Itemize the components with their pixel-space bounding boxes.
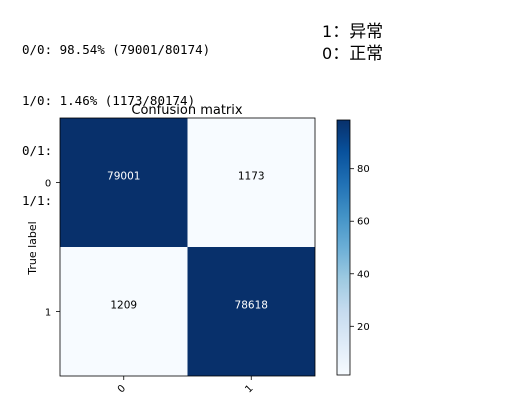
legend-row-normal: 0：正常 (322, 43, 383, 65)
plot-frame (59, 117, 316, 377)
y-axis-ticks: 01 (45, 179, 60, 319)
heatmap-cell (60, 118, 188, 247)
x-tick-label: 0 (116, 383, 128, 395)
colorbar-ticks: 20 40 60 80 (350, 164, 370, 333)
legend-separator: ： (332, 44, 350, 64)
colorbar-tick-label: 60 (357, 217, 370, 228)
legend-separator: ： (332, 22, 350, 42)
colorbar-tick-label: 20 (357, 322, 370, 333)
cell-value: 78618 (235, 300, 268, 312)
colorbar-tick-label: 40 (357, 269, 370, 280)
heatmap-cell (187, 118, 315, 247)
colorbar (336, 119, 351, 376)
legend-code: 0 (322, 44, 333, 63)
colorbar-tick-label: 80 (357, 164, 370, 175)
label-legend: 1：异常 0：正常 (322, 21, 383, 65)
x-tick-label: 1 (243, 383, 255, 395)
heatmap-cell (187, 247, 315, 376)
output-line: 1/0: 1.46% (1173/80174) (22, 92, 196, 108)
y-axis-label: True label (26, 221, 39, 275)
legend-meaning: 异常 (349, 22, 384, 42)
heatmap-cell (60, 247, 188, 376)
legend-row-abnormal: 1：异常 (322, 21, 383, 43)
y-tick-label: 0 (45, 179, 51, 190)
cell-value: 1173 (238, 171, 265, 183)
cell-labels: 79001 1173 1209 78618 (107, 171, 268, 312)
cell-value: 79001 (107, 171, 140, 183)
chart-title: Confusion matrix (131, 103, 242, 118)
cell-value: 1209 (110, 300, 137, 312)
y-tick-label: 1 (45, 308, 51, 319)
heatmap-cells (60, 118, 315, 376)
legend-meaning: 正常 (349, 44, 384, 64)
legend-code: 1 (322, 22, 333, 41)
output-line: 0/0: 98.54% (79001/80174) (22, 42, 211, 58)
